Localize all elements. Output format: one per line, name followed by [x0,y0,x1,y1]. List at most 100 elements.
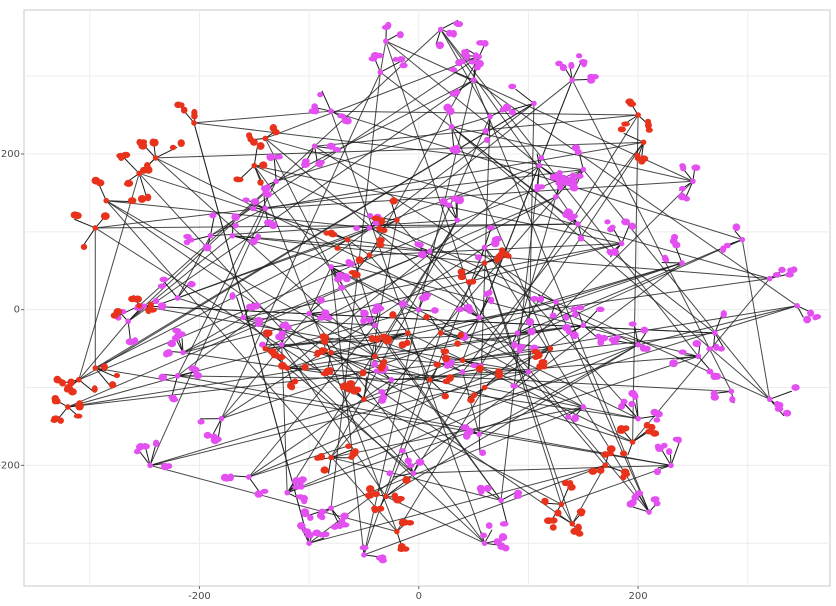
leaf-node [675,436,682,444]
leaf-node [468,59,478,65]
leaf-node [375,242,385,248]
cluster-node [426,376,433,383]
tree-edge [254,165,770,400]
leaf-node [178,331,185,338]
cluster-node [415,306,422,313]
leaf-node [355,256,364,264]
tree-edge [347,239,376,326]
tree-edge [314,29,442,147]
leaf-node [202,243,212,252]
tree-edge [741,239,771,400]
leaf-node [404,457,412,465]
leaf-node [398,448,406,454]
leaf-node [161,462,169,471]
branch-edge [94,367,110,386]
leaf-node [322,531,330,538]
leaf-node [375,305,385,312]
leaf-node [578,59,588,65]
cluster-node [328,349,334,356]
leaf-node [250,198,260,206]
cluster-node [498,497,504,504]
leaf-node [317,91,324,98]
tree-edge [182,243,622,353]
branch-edge [440,332,462,340]
leaf-node [398,518,407,527]
branch-edge [510,102,535,111]
cluster-node [448,123,455,130]
branch-edge [380,61,401,73]
leaf-node [453,20,461,27]
branch-edge [473,262,485,280]
cluster-node [328,108,334,114]
leaf-node [791,384,800,391]
leaf-node [152,138,159,147]
tree-edge [265,196,557,350]
leaf-node [575,173,584,180]
cluster-node [65,404,71,410]
leaf-node [475,365,485,373]
tree-edge [67,332,715,408]
leaf-node [328,231,338,238]
branch-edge [478,296,490,318]
cluster-node [372,353,378,360]
branch-edge [484,226,492,248]
cluster-node [174,373,181,379]
tree-edge [177,181,277,377]
leaf-node [353,225,360,232]
leaf-node [621,218,631,226]
leaf-node [441,354,450,363]
x-tick-label: 200 [629,591,648,602]
leaf-node [549,173,559,181]
branch-edge [515,88,535,104]
leaf-node [610,248,620,256]
leaf-node [720,310,727,318]
branch-edge [321,90,332,112]
cluster-node [174,295,181,301]
leaf-node [393,497,403,504]
leaf-node [610,339,619,346]
leaf-node [123,181,133,187]
leaf-node [338,518,346,526]
leaf-node [645,127,653,133]
leaf-node [157,283,167,289]
branch-edge [769,390,793,400]
cluster-node [361,552,367,558]
cluster-node [180,349,186,356]
leaf-node [562,323,572,332]
leaf-node [127,197,137,205]
branch-edge [330,449,353,459]
tree-edge [276,116,491,182]
leaf-node [587,73,595,80]
leaf-node [446,29,454,37]
leaf-node [418,250,427,259]
leaf-node [364,492,374,499]
tree-edge [571,79,732,392]
leaf-node [628,321,637,327]
cluster-node [284,365,290,371]
tree-edge [484,262,562,505]
leaf-node [479,449,487,456]
leaf-node [183,233,192,240]
y-tick-label: 200 [1,149,20,160]
leaf-node [380,227,388,234]
tree-edge [95,223,578,229]
leaf-node [463,303,473,312]
tree-edge [330,111,486,544]
tree-edge [330,266,584,408]
leaf-node [203,431,212,439]
tree-edge [440,262,683,334]
leaf-node [466,428,475,434]
leaf-node [455,197,464,205]
tree-edge [368,56,480,256]
leaf-node [480,532,488,539]
branch-edge [556,514,573,525]
leaf-node [257,179,264,186]
leaf-node [484,136,491,144]
cluster-node [695,353,702,360]
leaf-node [301,510,310,518]
leaf-node [262,329,271,337]
tree-edge [571,465,606,524]
cluster-node [262,135,269,142]
leaf-node [330,523,339,530]
